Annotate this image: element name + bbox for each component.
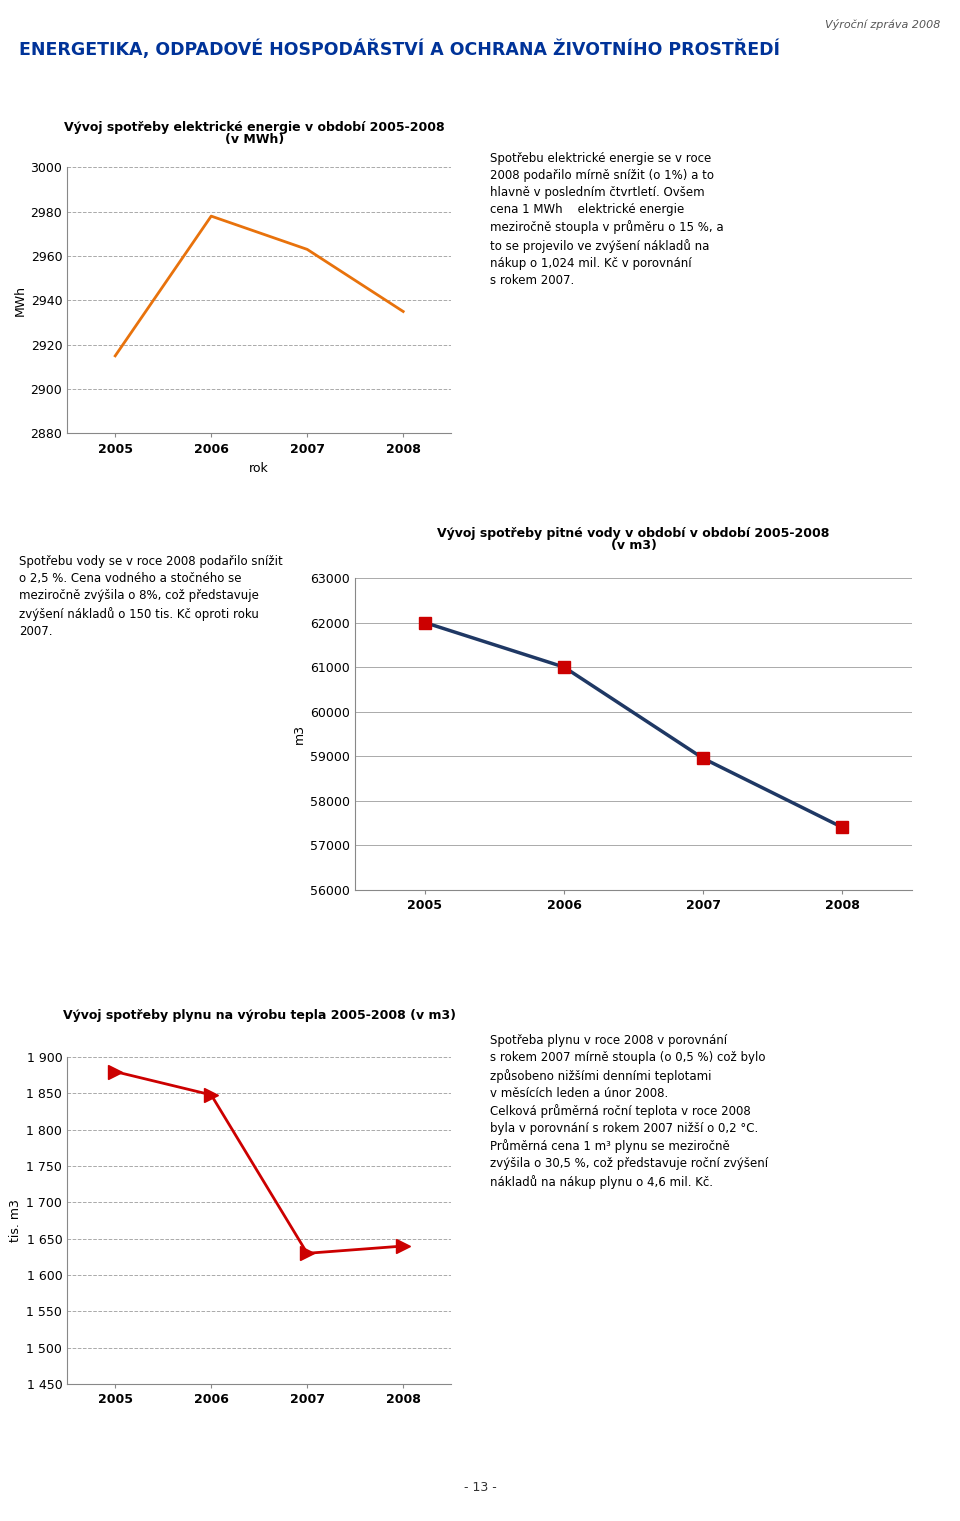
- Y-axis label: m3: m3: [293, 724, 306, 744]
- Text: Výroční zpráva 2008: Výroční zpráva 2008: [826, 18, 941, 30]
- Text: Vývoj spotřeby plynu na výrobu tepla 2005-2008 (v m3): Vývoj spotřeby plynu na výrobu tepla 200…: [62, 1008, 456, 1022]
- X-axis label: rok: rok: [250, 462, 269, 476]
- Text: (v m3): (v m3): [611, 538, 657, 552]
- Text: (v MWh): (v MWh): [225, 132, 284, 146]
- Text: ENERGETIKA, ODPADOVÉ HOSPODÁŘSTVÍ A OCHRANA ŽIVOTNÍHO PROSTŘEDÍ: ENERGETIKA, ODPADOVÉ HOSPODÁŘSTVÍ A OCHR…: [19, 40, 780, 59]
- Text: Spotřebu elektrické energie se v roce
2008 podařilo mírně snížit (o 1%) a to
hla: Spotřebu elektrické energie se v roce 20…: [490, 152, 723, 287]
- Text: Vývoj spotřeby pitné vody v období v období 2005-2008: Vývoj spotřeby pitné vody v období v obd…: [438, 526, 829, 540]
- Text: - 13 -: - 13 -: [464, 1480, 496, 1494]
- Y-axis label: MWh: MWh: [13, 284, 26, 316]
- Text: Spotřebu vody se v roce 2008 podařilo snížit
o 2,5 %. Cena vodného a stočného se: Spotřebu vody se v roce 2008 podařilo sn…: [19, 555, 283, 637]
- Text: Vývoj spotřeby elektrické energie v období 2005-2008: Vývoj spotřeby elektrické energie v obdo…: [64, 120, 444, 134]
- Y-axis label: tis. m3: tis. m3: [10, 1199, 22, 1243]
- Text: Spotřeba plynu v roce 2008 v porovnání
s rokem 2007 mírně stoupla (o 0,5 %) což : Spotřeba plynu v roce 2008 v porovnání s…: [490, 1034, 768, 1189]
